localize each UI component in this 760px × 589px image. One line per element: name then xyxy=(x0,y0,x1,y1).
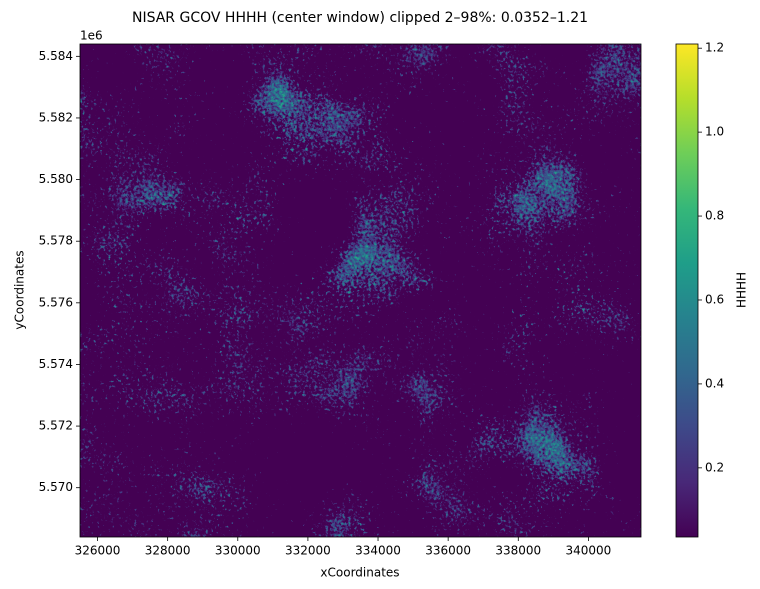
plot-frame xyxy=(79,43,642,538)
y-tick-label: 5.578 xyxy=(39,234,73,248)
x-axis-label: xCoordinates xyxy=(320,566,399,580)
colorbar xyxy=(675,43,699,538)
y-tick-label: 5.570 xyxy=(39,480,73,494)
colorbar-tick-label: 0.6 xyxy=(705,292,724,306)
x-tick-label: 336000 xyxy=(425,544,471,558)
y-tick-label: 5.572 xyxy=(39,419,73,433)
colorbar-tick-label: 0.8 xyxy=(705,209,724,223)
y-tick-label: 5.584 xyxy=(39,49,73,63)
y-tick-label: 5.582 xyxy=(39,110,73,124)
colorbar-label: HHHH xyxy=(735,272,749,308)
y-tick-label: 5.580 xyxy=(39,172,73,186)
y-offset-label: 1e6 xyxy=(80,29,103,43)
colorbar-tick-label: 0.2 xyxy=(705,460,724,474)
colorbar-tick-label: 0.4 xyxy=(705,376,724,390)
raster-image xyxy=(80,44,641,537)
x-tick-label: 332000 xyxy=(285,544,331,558)
y-tick-label: 5.576 xyxy=(39,295,73,309)
x-tick-label: 340000 xyxy=(566,544,612,558)
x-tick-label: 334000 xyxy=(355,544,401,558)
x-tick-label: 328000 xyxy=(145,544,191,558)
colorbar-tick-label: 1.0 xyxy=(705,125,724,139)
colorbar-tick-label: 1.2 xyxy=(705,41,724,55)
x-tick-label: 326000 xyxy=(75,544,121,558)
x-tick-label: 338000 xyxy=(495,544,541,558)
y-axis-label: yCoordinates xyxy=(13,250,27,329)
y-tick-label: 5.574 xyxy=(39,357,73,371)
x-tick-label: 330000 xyxy=(215,544,261,558)
chart-title: NISAR GCOV HHHH (center window) clipped … xyxy=(132,10,588,26)
